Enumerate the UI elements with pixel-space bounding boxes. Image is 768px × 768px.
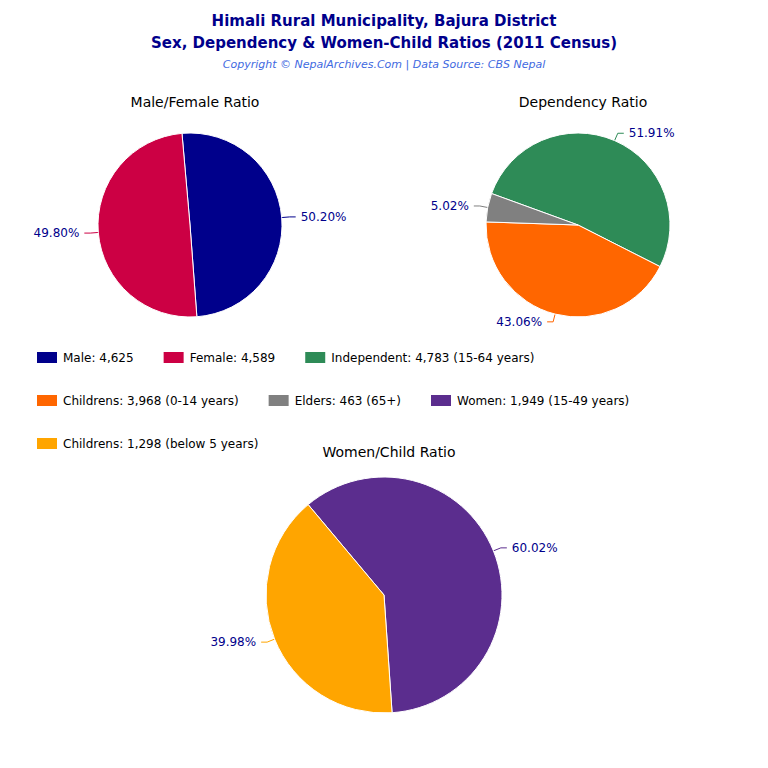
svg-text:Elders: 463 (65+): Elders: 463 (65+) [295,394,401,408]
svg-text:50.20%: 50.20% [301,210,347,224]
svg-text:Women/Child Ratio: Women/Child Ratio [322,444,455,460]
svg-text:51.91%: 51.91% [629,126,675,140]
svg-text:60.02%: 60.02% [512,541,558,555]
svg-text:39.98%: 39.98% [210,635,256,649]
svg-text:Male/Female Ratio: Male/Female Ratio [131,94,260,110]
svg-text:Male: 4,625: Male: 4,625 [63,351,134,365]
svg-text:Women: 1,949 (15-49 years): Women: 1,949 (15-49 years) [457,394,629,408]
svg-text:Childrens: 1,298 (below 5 year: Childrens: 1,298 (below 5 years) [63,437,258,451]
svg-text:Sex, Dependency & Women-Child: Sex, Dependency & Women-Child Ratios (20… [151,34,617,52]
svg-text:Copyright © NepalArchives.Com: Copyright © NepalArchives.Com | Data Sou… [223,58,545,71]
svg-text:Himali Rural Municipality, Baj: Himali Rural Municipality, Bajura Distri… [212,12,557,30]
svg-text:Female: 4,589: Female: 4,589 [190,351,276,365]
svg-text:43.06%: 43.06% [496,315,542,329]
svg-text:Independent: 4,783 (15-64 year: Independent: 4,783 (15-64 years) [331,351,534,365]
svg-text:Childrens: 3,968 (0-14 years): Childrens: 3,968 (0-14 years) [63,394,239,408]
svg-text:5.02%: 5.02% [431,199,469,213]
svg-text:Dependency Ratio: Dependency Ratio [519,94,648,110]
svg-text:49.80%: 49.80% [34,226,80,240]
